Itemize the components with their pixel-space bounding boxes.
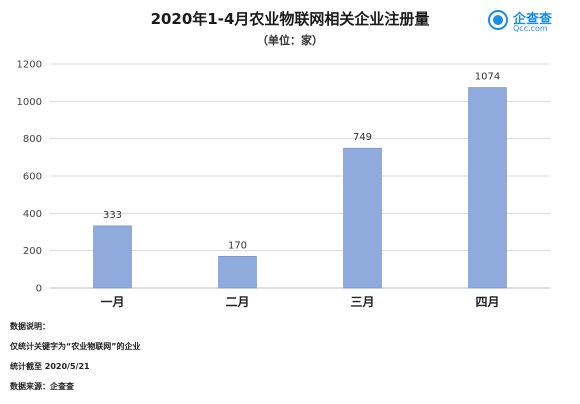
bar bbox=[468, 87, 507, 289]
logo-subtext: Qcc.com bbox=[513, 24, 548, 33]
bar-chart: 0 200 400 600 800 1000 1200 333 一月 170 二月 749 三月 1074… bbox=[17, 60, 550, 309]
y-tick-label: 0 bbox=[36, 284, 42, 295]
logo-name: 企查查 bbox=[513, 12, 553, 27]
y-tick-label: 400 bbox=[23, 209, 42, 220]
x-tick-label: 三月 bbox=[350, 295, 374, 309]
notes-line-2: 统计截至 2020/5/21 bbox=[10, 362, 90, 371]
data-label: 1074 bbox=[475, 72, 500, 83]
notes-heading: 数据说明： bbox=[10, 322, 50, 331]
y-tick-label: 1000 bbox=[17, 97, 42, 108]
x-tick-label: 一月 bbox=[100, 295, 124, 309]
y-tick-label: 800 bbox=[23, 134, 42, 145]
notes-line-3: 数据来源：企查查 bbox=[10, 382, 74, 391]
x-tick-label: 四月 bbox=[475, 295, 499, 309]
bar bbox=[343, 147, 382, 289]
data-label: 170 bbox=[228, 240, 247, 251]
y-tick-label: 1200 bbox=[17, 60, 42, 71]
x-tick-label: 二月 bbox=[225, 295, 249, 309]
bar bbox=[218, 255, 257, 289]
y-tick-label: 600 bbox=[23, 172, 42, 183]
bar bbox=[93, 225, 132, 289]
chart-title: 2020年1-4月农业物联网相关企业注册量 bbox=[150, 10, 430, 28]
notes-line-1: 仅统计关键字为“农业物联网”的企业 bbox=[10, 342, 141, 351]
data-label: 749 bbox=[353, 132, 372, 143]
chart-subtitle: （单位：家） bbox=[257, 34, 323, 47]
brand-logo: 企查查 Qcc.com bbox=[488, 6, 574, 38]
data-label: 333 bbox=[103, 210, 122, 221]
y-tick-label: 200 bbox=[23, 246, 42, 257]
logo-icon bbox=[488, 10, 508, 30]
data-notes: 数据说明： 仅统计关键字为“农业物联网”的企业 统计截至 2020/5/21 数… bbox=[10, 322, 141, 402]
